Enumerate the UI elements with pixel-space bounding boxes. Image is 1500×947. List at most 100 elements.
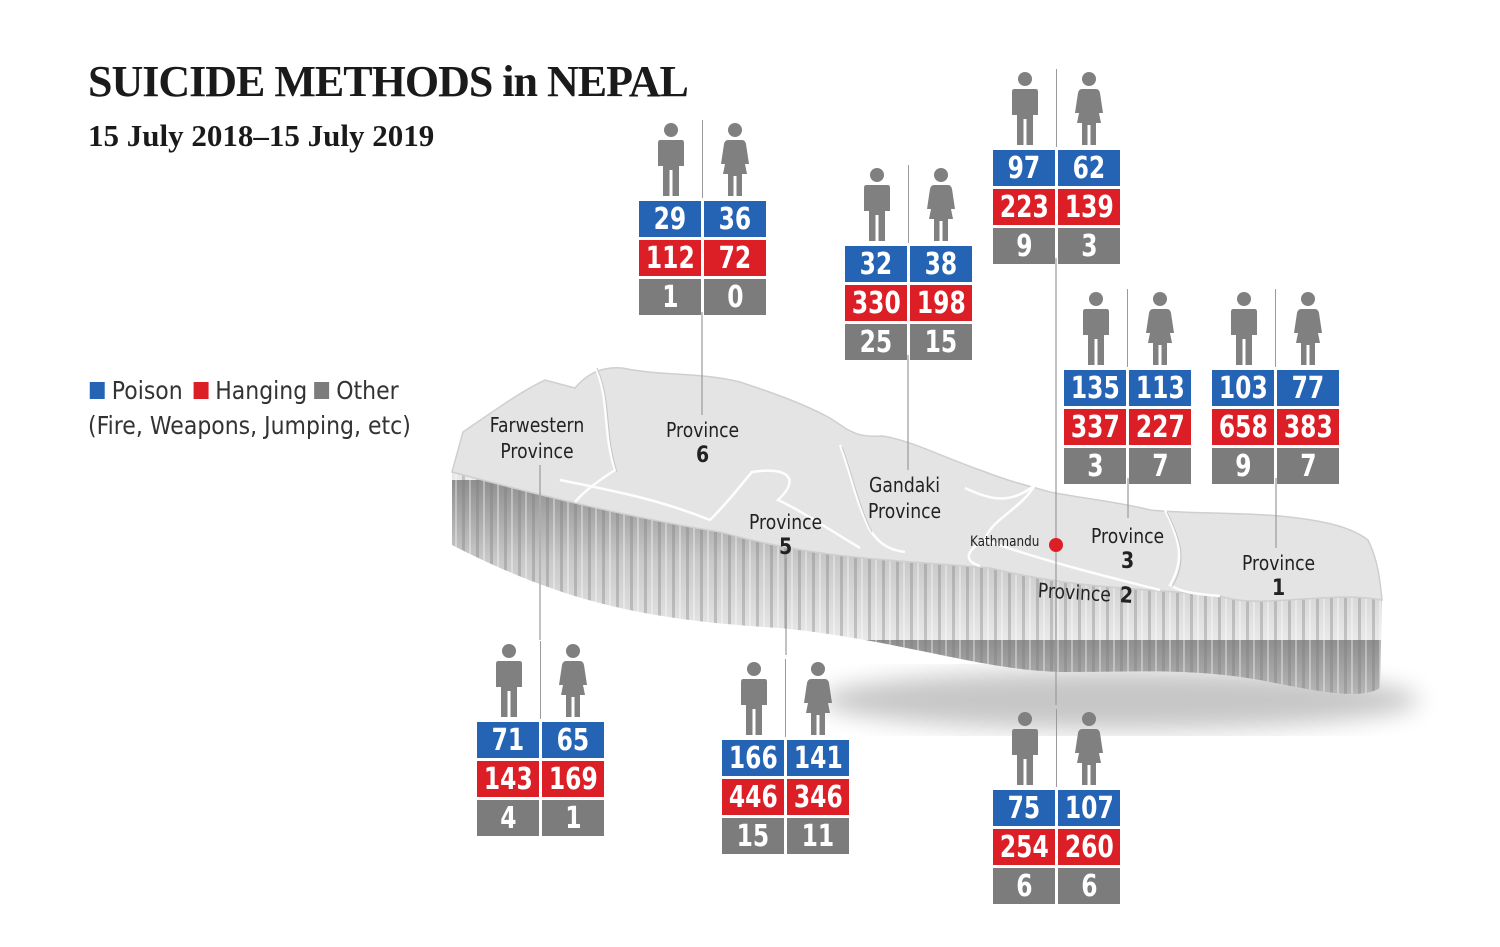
female-figure — [1057, 67, 1121, 147]
poison-row: 103 77 — [1212, 370, 1340, 406]
hanging-male-value: 112 — [639, 240, 701, 276]
other-female-value: 15 — [910, 324, 972, 360]
female-figure — [1128, 287, 1192, 367]
poison-row: 32 38 — [845, 246, 973, 282]
map-shadow — [820, 670, 1420, 730]
kathmandu-label: Kathmandu — [970, 534, 1040, 550]
poison-male-value: 32 — [845, 246, 907, 282]
hanging-row: 446 346 — [722, 779, 850, 815]
label-line: Province — [1090, 524, 1165, 548]
gender-figures — [845, 163, 973, 243]
other-male-value: 15 — [722, 818, 784, 854]
poison-row: 29 36 — [639, 201, 767, 237]
hanging-row: 254 260 — [993, 829, 1121, 865]
other-male-value: 1 — [639, 279, 701, 315]
map-top-surface — [451, 367, 1383, 602]
female-icon — [927, 168, 955, 241]
hanging-female-value: 198 — [910, 285, 972, 321]
poison-row: 75 107 — [993, 790, 1121, 826]
poison-male-value: 97 — [993, 150, 1055, 186]
stats-box-province-1: 103 77 658 383 9 7 — [1212, 287, 1340, 484]
other-female-value: 6 — [1058, 868, 1120, 904]
male-icon — [1231, 292, 1257, 365]
hanging-female-value: 72 — [704, 240, 766, 276]
legend-swatch-poison — [89, 382, 105, 399]
other-male-value: 25 — [845, 324, 907, 360]
stats-box-province-6: 29 36 112 72 1 0 — [639, 118, 767, 315]
hanging-male-value: 658 — [1212, 409, 1274, 445]
other-male-value: 6 — [993, 868, 1055, 904]
hanging-female-value: 260 — [1058, 829, 1120, 865]
map-label-farwestern: Farwestern Province — [490, 412, 585, 464]
other-female-value: 3 — [1058, 228, 1120, 264]
poison-row: 97 62 — [993, 150, 1121, 186]
hanging-row: 143 169 — [477, 761, 605, 797]
other-male-value: 4 — [477, 800, 539, 836]
poison-female-value: 36 — [704, 201, 766, 237]
gender-figures — [1064, 287, 1192, 367]
male-icon — [741, 662, 767, 735]
female-icon — [1075, 72, 1103, 145]
label-line: Province — [1241, 551, 1316, 575]
other-female-value: 7 — [1129, 448, 1191, 484]
map-label-gandaki: Gandaki Province — [868, 472, 941, 524]
stats-box-lower: 75 107 254 260 6 6 — [993, 707, 1121, 904]
label-line: Province — [665, 418, 740, 442]
hanging-female-value: 169 — [542, 761, 604, 797]
hanging-male-value: 330 — [845, 285, 907, 321]
poison-female-value: 141 — [787, 740, 849, 776]
poison-row: 71 65 — [477, 722, 605, 758]
female-icon — [1146, 292, 1174, 365]
other-row: 15 11 — [722, 818, 850, 854]
label-line: Province — [748, 510, 823, 534]
male-figure — [993, 707, 1057, 787]
chart-subtitle: 15 July 2018–15 July 2019 — [88, 118, 435, 153]
poison-male-value: 29 — [639, 201, 701, 237]
gender-divider — [540, 641, 541, 719]
other-male-value: 9 — [993, 228, 1055, 264]
legend-label-hanging: Hanging — [215, 376, 308, 405]
other-male-value: 9 — [1212, 448, 1274, 484]
male-icon — [496, 644, 522, 717]
hanging-row: 223 139 — [993, 189, 1121, 225]
female-figure — [786, 657, 850, 737]
poison-male-value: 75 — [993, 790, 1055, 826]
poison-female-value: 107 — [1058, 790, 1120, 826]
label-line: Province — [867, 499, 942, 523]
female-figure — [703, 118, 767, 198]
gender-divider — [702, 120, 703, 198]
hanging-female-value: 383 — [1277, 409, 1339, 445]
other-female-value: 11 — [787, 818, 849, 854]
gender-divider — [785, 659, 786, 737]
gender-figures — [993, 707, 1121, 787]
legend-label-poison: Poison — [111, 376, 183, 405]
male-icon — [658, 123, 684, 196]
label-line: Gandaki — [869, 473, 941, 497]
male-figure — [639, 118, 703, 198]
gender-divider — [1127, 289, 1128, 367]
hanging-row: 658 383 — [1212, 409, 1340, 445]
hanging-female-value: 139 — [1058, 189, 1120, 225]
gender-figures — [639, 118, 767, 198]
gender-figures — [477, 639, 605, 719]
female-figure — [909, 163, 973, 243]
province-borders-shadow — [596, 367, 1182, 588]
poison-male-value: 71 — [477, 722, 539, 758]
other-female-value: 1 — [542, 800, 604, 836]
hanging-female-value: 346 — [787, 779, 849, 815]
hanging-male-value: 254 — [993, 829, 1055, 865]
map-label-province-2: Province 2 — [1037, 577, 1133, 610]
gender-figures — [993, 67, 1121, 147]
female-figure — [1276, 287, 1340, 367]
female-icon — [559, 644, 587, 717]
other-row: 25 15 — [845, 324, 973, 360]
legend-label-other: Other — [336, 376, 399, 405]
hanging-row: 330 198 — [845, 285, 973, 321]
male-figure — [477, 639, 541, 719]
map-label-province-1: Province 1 — [1242, 550, 1315, 602]
gender-figures — [1212, 287, 1340, 367]
legend-items: Poison Hanging Other — [88, 376, 411, 405]
